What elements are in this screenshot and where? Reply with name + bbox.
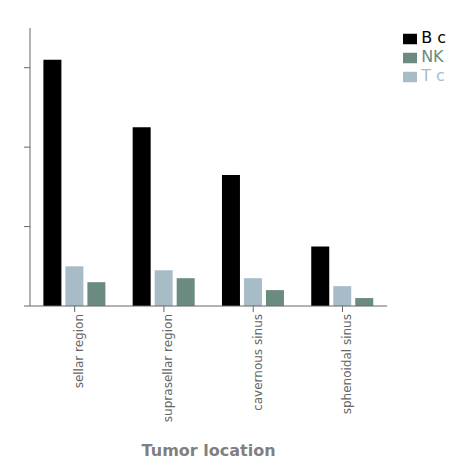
svg-text:cavernous sinus: cavernous sinus: [251, 314, 265, 411]
html-text:NK: NK: [421, 47, 444, 66]
svg-text:Tumor location: Tumor location: [142, 441, 276, 460]
svg-text:suprasellar region: suprasellar region: [161, 314, 175, 422]
svg-text:sphenoidal sinus: sphenoidal sinus: [340, 314, 354, 414]
html-text:B c: B c: [421, 28, 446, 47]
svg-text:sellar region: sellar region: [72, 314, 86, 388]
html-text:T c: T c: [421, 66, 445, 85]
